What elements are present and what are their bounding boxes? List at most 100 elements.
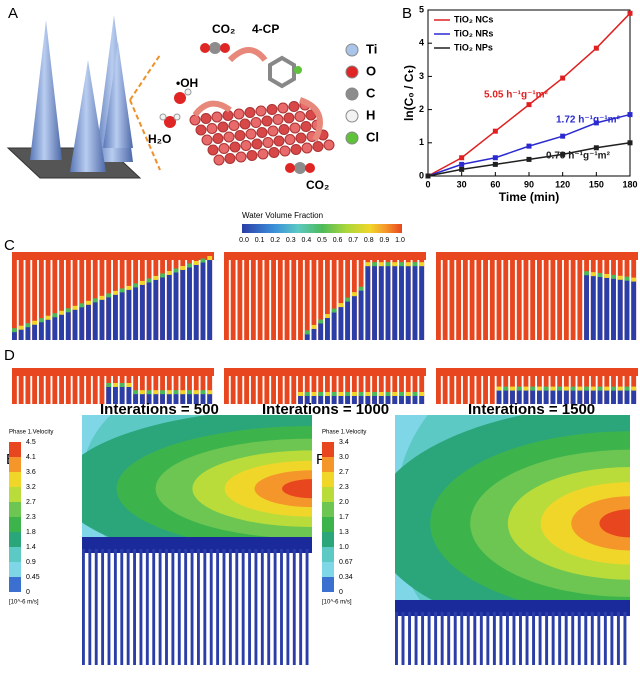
interface [530,387,535,391]
interface [413,262,418,266]
interface [153,276,158,280]
atom [257,128,267,138]
wall-flow [395,600,630,612]
channel [251,252,256,340]
channel [470,368,475,404]
atom [324,140,334,150]
channel [454,612,457,665]
interface [32,321,37,325]
atom [273,115,283,125]
channel-water [618,390,623,404]
channel [513,612,516,665]
interface [194,261,199,265]
channel-water [93,301,98,340]
channel [470,252,475,340]
channel [120,549,123,665]
colorbar-tick-label: 0.9 [26,559,36,566]
colorbar-cell [9,517,21,532]
channel-water [120,291,125,340]
channel [52,368,57,404]
channel-water [604,390,609,404]
channel [460,612,463,665]
colorbar-cell [322,577,334,592]
interface [359,392,364,396]
channel [231,368,236,404]
interface [113,291,118,295]
channel-water [86,304,91,340]
data-point [594,145,599,150]
molecule-label: CO₂ [306,178,329,192]
interface [537,387,542,391]
interface [618,387,623,391]
interface [106,383,111,387]
colorbar-tick-label: 0.8 [364,237,374,244]
channel [278,252,283,340]
colorbar-cell [322,457,334,472]
x-tick-label: 90 [524,179,534,189]
channel [19,368,24,404]
atom [245,108,255,118]
interface [153,390,158,394]
atom-label: H [366,107,375,122]
channel-water [201,262,206,340]
channel [178,549,181,665]
channel [274,549,277,665]
channel [235,549,238,665]
channel-water [167,274,172,340]
interface [93,298,98,302]
panel-label: D [4,347,15,364]
y-tick-label: 2 [419,104,424,114]
interface [25,323,30,327]
interface [180,266,185,270]
x-tick-label: 60 [490,179,500,189]
interface [318,392,323,396]
atom [252,139,262,149]
atom [241,141,251,151]
channel-water [584,274,589,340]
channel [447,612,450,665]
channel [610,612,613,665]
channel-water [332,312,337,340]
channel [258,368,263,404]
channel [436,368,441,404]
atom-swatch [346,88,358,100]
channel-water [312,328,317,340]
colorbar-cell [322,442,334,457]
channel-water [106,296,111,340]
data-point [560,134,565,139]
data-point [628,112,633,117]
channel [95,549,98,665]
atom-label: O [366,63,376,78]
colorbar-tick-label: 3.0 [339,454,349,461]
colorbar-tick-label: 4.5 [26,439,36,446]
data-point [628,140,633,145]
atom [313,142,323,152]
channel [264,368,269,404]
channel [486,612,489,665]
interface [338,392,343,396]
channel [532,612,535,665]
channel [237,252,242,340]
channel-water [625,280,630,340]
atom [202,135,212,145]
channel [463,252,468,340]
interface [147,390,152,394]
channel [244,252,249,340]
channel-water [126,289,131,340]
channel-water [406,265,411,340]
channel [591,612,594,665]
interface [147,278,152,282]
colorbar-unit: [10^-6 m/s] [322,600,352,606]
interface [598,387,603,391]
channel [258,252,263,340]
channel-water [625,390,630,404]
channel [483,252,488,340]
channel-water [413,395,418,404]
atom [234,109,244,119]
channel [278,368,283,404]
interface [584,271,589,275]
interface [187,264,192,268]
atom-swatch [346,110,358,122]
channel [473,612,476,665]
atom [208,145,218,155]
